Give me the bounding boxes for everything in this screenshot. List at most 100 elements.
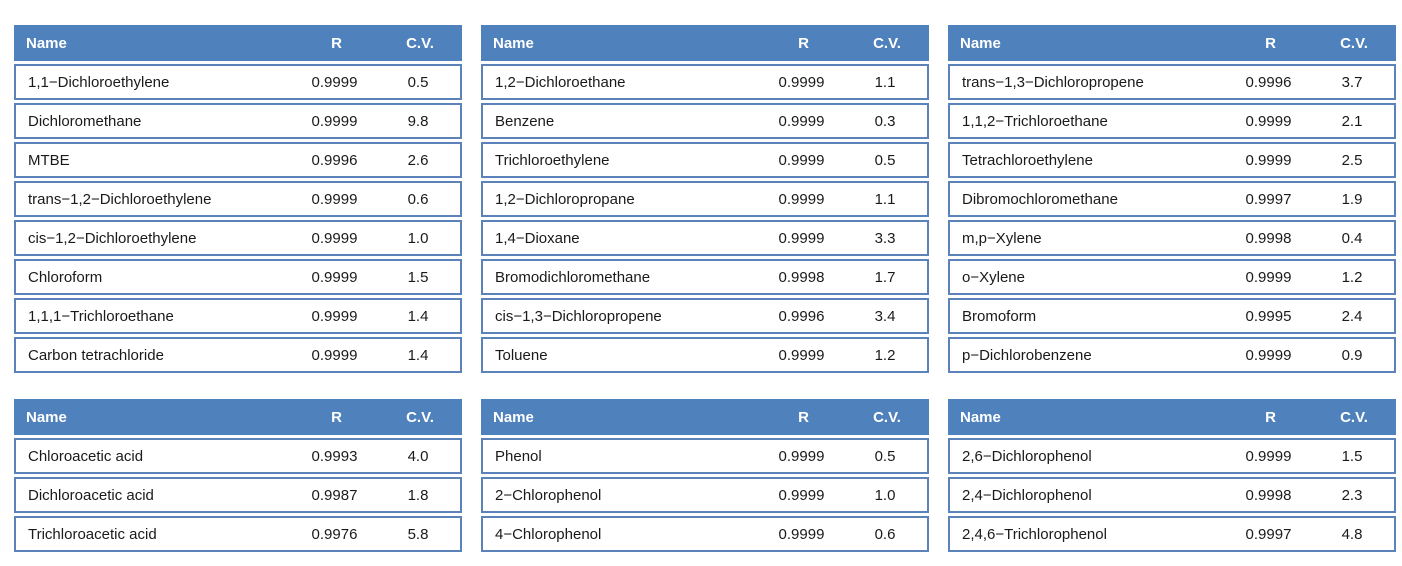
r-value: 0.9999 — [778, 151, 825, 169]
cv-value: 2.5 — [1341, 151, 1363, 169]
table-row: 1,4−Dioxane 0.9999 3.3 — [481, 220, 929, 256]
table-row: Dichloromethane 0.9999 9.8 — [14, 103, 462, 139]
cv-value: 4.8 — [1341, 525, 1363, 543]
r-value: 0.9999 — [778, 346, 825, 364]
table-row: m,p−Xylene 0.9998 0.4 — [948, 220, 1396, 256]
compound-name: Carbon tetrachloride — [28, 346, 164, 364]
compound-name: 1,1−Dichloroethylene — [28, 73, 170, 91]
compound-name: 2−Chlorophenol — [495, 486, 602, 504]
column-header-cv: C.V. — [406, 408, 434, 426]
r-value: 0.9999 — [1245, 447, 1292, 465]
compound-name: Dichloromethane — [28, 112, 142, 130]
compound-name: MTBE — [28, 151, 70, 169]
cv-value: 4.0 — [407, 447, 429, 465]
compound-name: Chloroform — [28, 268, 103, 286]
cv-value: 1.0 — [407, 229, 429, 247]
table-row: 1,1,2−Trichloroethane 0.9999 2.1 — [948, 103, 1396, 139]
column-header-r: R — [1265, 34, 1276, 52]
column-header-r: R — [331, 408, 342, 426]
cv-value: 9.8 — [407, 112, 429, 130]
table-row: p−Dichlorobenzene 0.9999 0.9 — [948, 337, 1396, 373]
r-value: 0.9993 — [311, 447, 358, 465]
compound-name: Bromodichloromethane — [495, 268, 651, 286]
cv-value: 3.4 — [874, 307, 896, 325]
cv-value: 2.3 — [1341, 486, 1363, 504]
r-value: 0.9999 — [778, 73, 825, 91]
compound-name: Trichloroacetic acid — [28, 525, 157, 543]
cv-value: 3.3 — [874, 229, 896, 247]
table-header-row: Name R C.V. — [14, 25, 462, 61]
compound-name: Benzene — [495, 112, 555, 130]
cv-value: 2.6 — [407, 151, 429, 169]
cv-value: 0.6 — [874, 525, 896, 543]
tables-grid: Name R C.V. 1,1−Dichloroethylene 0.9999 0.5 Di… — [14, 25, 1396, 552]
compound-name: 1,4−Dioxane — [495, 229, 580, 247]
column-header-name: Name — [26, 408, 67, 426]
compound-name: m,p−Xylene — [962, 229, 1042, 247]
table-row: o−Xylene 0.9999 1.2 — [948, 259, 1396, 295]
r-value: 0.9999 — [778, 229, 825, 247]
compound-name: 1,2−Dichloropropane — [495, 190, 635, 208]
column-header-name: Name — [960, 34, 1001, 52]
table-row: 2−Chlorophenol 0.9999 1.0 — [481, 477, 929, 513]
table-row: 1,2−Dichloropropane 0.9999 1.1 — [481, 181, 929, 217]
cv-value: 1.0 — [874, 486, 896, 504]
column-header-r: R — [798, 34, 809, 52]
compound-name: 2,4,6−Trichlorophenol — [962, 525, 1107, 543]
cv-value: 1.5 — [1341, 447, 1363, 465]
cv-value: 1.4 — [407, 307, 429, 325]
calibration-table-phenols-1: Name R C.V. Phenol 0.9999 0.5 2−Chlorophenol 0.… — [481, 399, 929, 552]
cv-value: 3.7 — [1341, 73, 1363, 91]
column-header-name: Name — [493, 34, 534, 52]
cv-value: 5.8 — [407, 525, 429, 543]
r-value: 0.9995 — [1245, 307, 1292, 325]
r-value: 0.9998 — [1245, 229, 1292, 247]
r-value: 0.9999 — [311, 112, 358, 130]
r-value: 0.9997 — [1245, 525, 1292, 543]
cv-value: 1.1 — [874, 73, 896, 91]
calibration-table-haloacetic-acids: Name R C.V. Chloroacetic acid 0.9993 4.0 Dichl… — [14, 399, 462, 552]
calibration-table-volatiles-3: Name R C.V. trans−1,3−Dichloropropene 0.9996… — [948, 25, 1396, 373]
column-header-r: R — [331, 34, 342, 52]
r-value: 0.9999 — [311, 229, 358, 247]
compound-name: 1,2−Dichloroethane — [495, 73, 626, 91]
compound-name: 2,6−Dichlorophenol — [962, 447, 1092, 465]
r-value: 0.9999 — [311, 190, 358, 208]
table-row: Phenol 0.9999 0.5 — [481, 438, 929, 474]
table-row: trans−1,2−Dichloroethylene 0.9999 0.6 — [14, 181, 462, 217]
compound-name: 1,1,1−Trichloroethane — [28, 307, 174, 325]
r-value: 0.9987 — [311, 486, 358, 504]
table-header-row: Name R C.V. — [948, 399, 1396, 435]
calibration-table-phenols-2: Name R C.V. 2,6−Dichlorophenol 0.9999 1.5 2,4−… — [948, 399, 1396, 552]
r-value: 0.9999 — [1245, 268, 1292, 286]
table-row: Tetrachloroethylene 0.9999 2.5 — [948, 142, 1396, 178]
table-row: 1,2−Dichloroethane 0.9999 1.1 — [481, 64, 929, 100]
r-value: 0.9999 — [311, 307, 358, 325]
cv-value: 0.3 — [874, 112, 896, 130]
column-header-cv: C.V. — [406, 34, 434, 52]
r-value: 0.9976 — [311, 525, 358, 543]
table-row: Chloroform 0.9999 1.5 — [14, 259, 462, 295]
cv-value: 2.1 — [1341, 112, 1363, 130]
cv-value: 2.4 — [1341, 307, 1363, 325]
table-header-row: Name R C.V. — [948, 25, 1396, 61]
cv-value: 0.5 — [407, 73, 429, 91]
cv-value: 1.7 — [874, 268, 896, 286]
table-row: 4−Chlorophenol 0.9999 0.6 — [481, 516, 929, 552]
r-value: 0.9999 — [1245, 151, 1292, 169]
table-row: 2,4−Dichlorophenol 0.9998 2.3 — [948, 477, 1396, 513]
column-header-name: Name — [960, 408, 1001, 426]
cv-value: 1.1 — [874, 190, 896, 208]
cv-value: 1.2 — [874, 346, 896, 364]
compound-name: cis−1,2−Dichloroethylene — [28, 229, 197, 247]
column-header-cv: C.V. — [873, 408, 901, 426]
column-header-cv: C.V. — [1340, 408, 1368, 426]
r-value: 0.9999 — [778, 190, 825, 208]
compound-name: Dichloroacetic acid — [28, 486, 154, 504]
r-value: 0.9999 — [778, 447, 825, 465]
column-header-cv: C.V. — [1340, 34, 1368, 52]
r-value: 0.9999 — [1245, 346, 1292, 364]
calibration-table-volatiles-1: Name R C.V. 1,1−Dichloroethylene 0.9999 0.5 Di… — [14, 25, 462, 373]
column-header-name: Name — [26, 34, 67, 52]
